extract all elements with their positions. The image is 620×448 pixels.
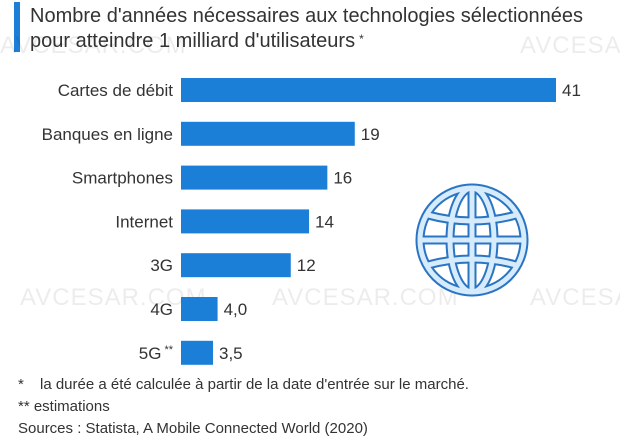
bar [181,253,291,278]
watermark: AVCESAR.COM [272,284,459,311]
category-label: Internet [115,212,173,231]
footnote-mark: * [18,376,24,393]
globe-icon [415,183,529,297]
bar [181,121,355,146]
category-marker: ** [164,344,173,356]
value-label: 19 [361,125,380,144]
watermark: AVCESAR.COM [20,284,207,311]
watermark: AVCESAR.COM [530,284,620,311]
value-label: 41 [562,81,581,100]
watermark: AVCESAR.COM [520,32,620,59]
source-line: Sources : Statista, A Mobile Connected W… [18,420,368,437]
footnote-text: la durée a été calculée à partir de la d… [40,376,469,393]
value-label: 16 [333,169,352,188]
bar [181,297,218,321]
category-label: 3G [150,256,173,275]
chart-title: Nombre d'années nécessaires aux technolo… [30,4,590,54]
bar [181,78,556,102]
bar [181,340,214,365]
footnote-1: * la durée a été calculée à partir de la … [18,376,469,393]
category-label: 5G ** [139,344,174,363]
category-label: Cartes de débit [58,81,174,100]
title-footnote-marker: * [359,32,364,46]
value-label: 4,0 [224,300,248,319]
footnote-2: ** estimations [18,398,110,415]
chart-title-text: Nombre d'années nécessaires aux technolo… [30,5,584,52]
title-accent-bar [14,2,20,52]
value-label: 14 [315,212,334,231]
value-label: 12 [297,256,316,275]
value-label: 3,5 [219,344,243,363]
bar [181,165,328,190]
category-label: 4G [150,300,173,319]
footnote-text: ** estimations [18,398,110,415]
bar [181,209,310,234]
category-label: Banques en ligne [42,125,173,144]
category-label: Smartphones [72,169,173,188]
watermark: AVCESAR.COM [0,32,187,59]
